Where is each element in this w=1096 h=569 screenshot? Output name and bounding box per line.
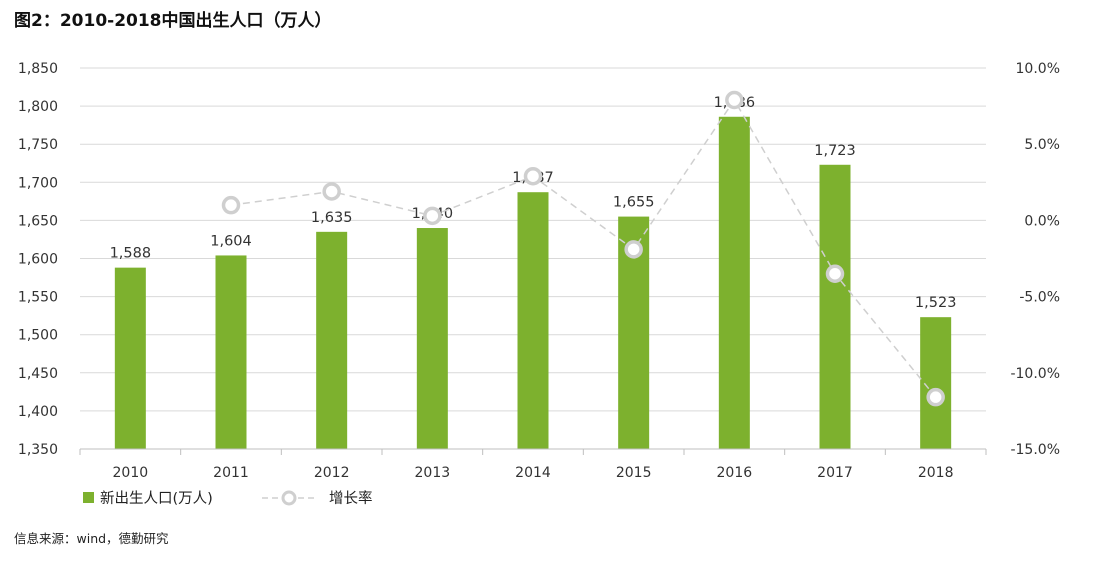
bar <box>215 255 247 449</box>
bar-data-label: 1,523 <box>915 295 957 311</box>
bar-data-label: 1,655 <box>613 195 655 211</box>
legend-line-label: 增长率 <box>329 490 373 507</box>
y-axis-right: -15.0% -10.0% -5.0% 0.0% 5.0% 10.0% <box>1010 61 1060 458</box>
growth-point <box>624 240 643 259</box>
legend: 新出生人口(万人) 增长率 <box>83 490 373 507</box>
bar <box>517 192 549 449</box>
bar <box>819 164 851 450</box>
y-axis-left: 1,350 1,400 1,450 1,500 1,550 1,600 1,650 1,700… <box>18 61 58 458</box>
x-tick-label: 2013 <box>415 465 451 481</box>
bar-data-label: 1,588 <box>110 246 152 262</box>
x-tick-label: 2017 <box>817 465 853 481</box>
bar <box>718 116 750 449</box>
growth-point <box>725 90 744 110</box>
bar-data-label: 1,723 <box>814 143 856 159</box>
bar-data-label: 1,604 <box>210 233 252 249</box>
bar <box>316 231 348 449</box>
growth-line-series <box>221 90 945 407</box>
y-left-tick-label: 1,850 <box>18 61 58 77</box>
x-tick-label: 2016 <box>717 465 753 481</box>
x-axis: 2010 2011 2012 2013 2014 2015 2016 2017 2018 <box>79 448 987 481</box>
bar <box>114 267 146 449</box>
y-left-tick-label: 1,350 <box>18 442 58 458</box>
x-tick-label: 2012 <box>314 465 350 481</box>
y-left-tick-label: 1,450 <box>18 366 58 382</box>
x-tick-label: 2011 <box>213 465 249 481</box>
bar-series <box>114 116 952 450</box>
growth-point <box>221 195 241 215</box>
x-tick-label: 2010 <box>113 465 149 481</box>
y-left-tick-label: 1,500 <box>18 328 58 344</box>
chart-title: 图2：2010-2018中国出生人口（万人） <box>14 11 332 31</box>
y-right-tick-label: -10.0% <box>1010 366 1060 382</box>
legend-line-marker <box>281 490 297 506</box>
growth-point <box>825 264 845 283</box>
source-note: 信息来源：wind，德勤研究 <box>14 531 169 546</box>
y-left-tick-label: 1,550 <box>18 290 58 306</box>
y-right-tick-label: -15.0% <box>1010 442 1060 458</box>
y-left-tick-label: 1,650 <box>18 213 58 229</box>
y-left-tick-label: 1,400 <box>18 404 58 420</box>
legend-bar-label: 新出生人口(万人) <box>100 490 213 507</box>
y-right-tick-label: 0.0% <box>1024 213 1060 229</box>
y-right-tick-label: 10.0% <box>1016 61 1060 77</box>
growth-point <box>926 387 945 407</box>
y-right-tick-label: 5.0% <box>1024 137 1060 153</box>
growth-point <box>523 166 543 186</box>
legend-bar-swatch <box>83 492 94 503</box>
x-tick-label: 2018 <box>918 465 954 481</box>
x-tick-label: 2014 <box>515 465 551 481</box>
y-left-tick-label: 1,700 <box>18 175 58 191</box>
bar <box>416 228 448 449</box>
x-tick-label: 2015 <box>616 465 652 481</box>
y-left-tick-label: 1,750 <box>18 137 58 153</box>
growth-point <box>322 182 341 201</box>
y-left-tick-label: 1,600 <box>18 252 58 268</box>
growth-point <box>423 206 442 226</box>
bar-data-label: 1,635 <box>311 210 353 226</box>
bar <box>920 317 952 449</box>
growth-line <box>230 98 937 398</box>
y-left-tick-label: 1,800 <box>18 99 58 115</box>
y-right-tick-label: -5.0% <box>1019 290 1060 306</box>
